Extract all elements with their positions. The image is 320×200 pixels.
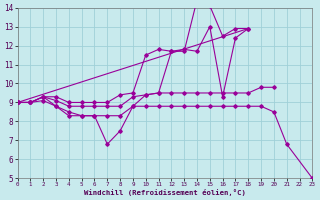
X-axis label: Windchill (Refroidissement éolien,°C): Windchill (Refroidissement éolien,°C)	[84, 189, 246, 196]
